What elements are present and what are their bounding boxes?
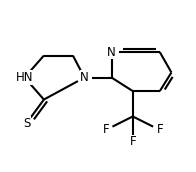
Text: N: N bbox=[107, 46, 116, 59]
Text: F: F bbox=[157, 123, 163, 137]
Text: HN: HN bbox=[16, 71, 33, 84]
Text: S: S bbox=[23, 117, 30, 130]
Text: F: F bbox=[130, 135, 136, 148]
Text: F: F bbox=[103, 123, 109, 137]
Text: N: N bbox=[80, 71, 89, 84]
